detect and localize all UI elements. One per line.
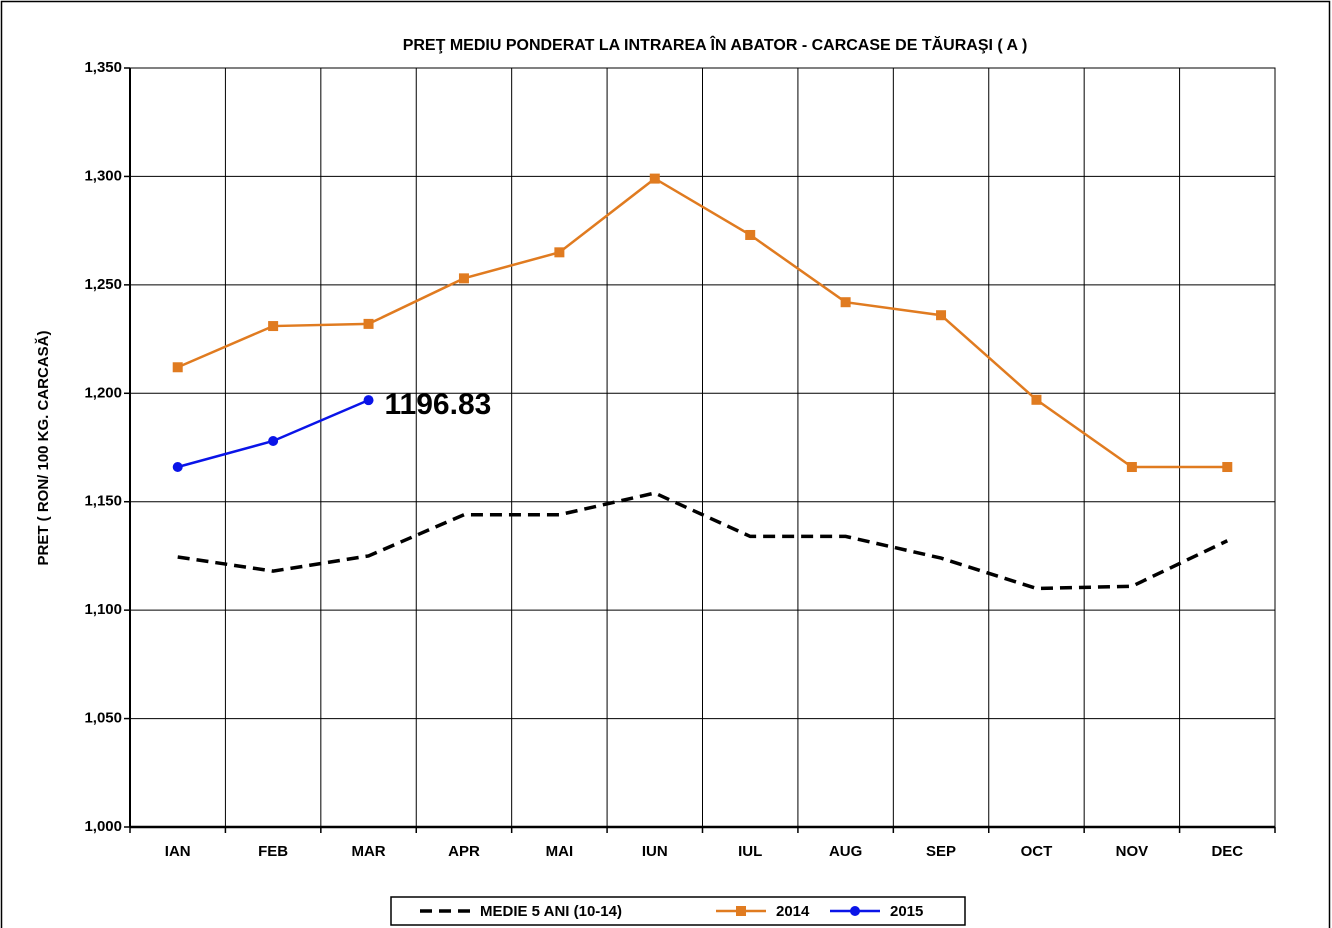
y-tick-label: 1,100 [84, 601, 122, 618]
x-tick-label: AUG [829, 843, 862, 860]
data-point [363, 395, 374, 406]
data-point [172, 462, 183, 473]
x-tick-label: APR [448, 843, 480, 860]
y-axis-label: PRET ( RON/ 100 KG. CARCASĂ) [35, 330, 52, 565]
data-point [649, 173, 660, 184]
y-tick-label: 1,350 [84, 59, 122, 76]
chart-title: PREŢ MEDIU PONDERAT LA INTRAREA ÎN ABATO… [403, 35, 1028, 54]
data-point [1222, 462, 1233, 473]
legend-label: 2015 [890, 903, 923, 920]
data-label: 1196.83 [385, 388, 492, 421]
x-tick-label: MAR [351, 843, 385, 860]
data-point [554, 247, 565, 258]
x-tick-label: IUN [642, 843, 668, 860]
y-tick-label: 1,000 [84, 818, 122, 835]
x-tick-label: OCT [1021, 843, 1053, 860]
x-tick-label: MAI [546, 843, 574, 860]
series-line [177, 491, 1229, 591]
legend-label: MEDIE 5 ANI (10-14) [480, 903, 622, 920]
data-point [458, 273, 469, 284]
data-point [268, 321, 279, 332]
legend-marker [850, 906, 860, 916]
y-tick-label: 1,300 [84, 167, 122, 184]
legend-label: 2014 [776, 903, 810, 920]
y-tick-label: 1,050 [84, 710, 122, 727]
x-tick-label: IAN [165, 843, 191, 860]
data-point [1031, 394, 1042, 405]
data-point [840, 297, 851, 308]
series-line [177, 177, 1228, 469]
data-point [363, 318, 374, 329]
legend-marker [736, 906, 746, 916]
x-tick-label: IUL [738, 843, 762, 860]
x-tick-label: DEC [1211, 843, 1243, 860]
y-tick-label: 1,150 [84, 493, 122, 510]
x-tick-label: SEP [926, 843, 956, 860]
y-tick-label: 1,200 [84, 384, 122, 401]
y-tick-label: 1,250 [84, 276, 122, 293]
x-tick-label: NOV [1116, 843, 1149, 860]
data-point [745, 229, 756, 240]
data-point [268, 435, 279, 446]
data-point [936, 310, 947, 321]
x-tick-label: FEB [258, 843, 288, 860]
data-point [1126, 462, 1137, 473]
data-point [172, 362, 183, 373]
